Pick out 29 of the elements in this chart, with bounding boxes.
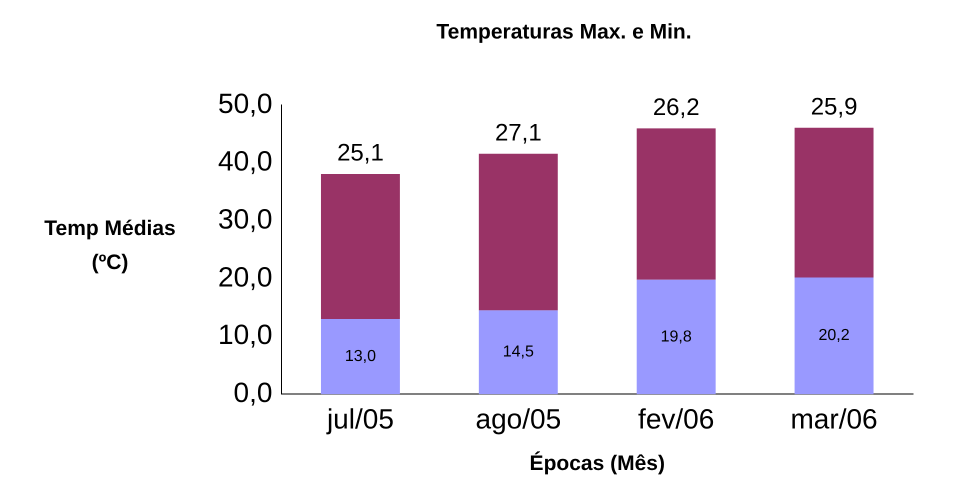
bar <box>794 277 874 394</box>
data-label: 25,1 <box>337 140 384 167</box>
bar <box>320 174 400 320</box>
bar <box>478 310 558 394</box>
bar <box>636 280 716 394</box>
y-axis-title: Temp Médias (ºC) <box>44 217 176 274</box>
y-tick-label: 40,0 <box>218 146 272 177</box>
y-tick-label: 10,0 <box>218 319 272 350</box>
x-tick-label: ago/05 <box>475 404 562 435</box>
y-tick-label: 20,0 <box>218 261 272 292</box>
y-tick-label: 0,0 <box>234 376 272 408</box>
bar <box>636 128 716 280</box>
data-label: 26,2 <box>652 94 700 121</box>
x-tick-label: fev/06 <box>638 404 714 435</box>
bar <box>320 319 400 394</box>
data-label: 19,8 <box>660 328 692 346</box>
y-tick-label: 30,0 <box>218 204 272 235</box>
data-label: 13,0 <box>344 348 376 366</box>
chart-title: Temperaturas Max. e Min. <box>436 20 692 44</box>
data-label: 20,2 <box>818 327 850 344</box>
x-tick-label: jul/05 <box>326 404 394 435</box>
x-tick-label: mar/06 <box>790 404 878 435</box>
data-label: 25,9 <box>810 93 858 120</box>
bar <box>478 154 558 310</box>
data-label: 27,1 <box>494 119 542 146</box>
bar <box>794 128 874 278</box>
data-label: 14,5 <box>502 344 534 361</box>
x-axis-title: Épocas (Mês) <box>530 451 665 476</box>
y-tick-label: 50,0 <box>218 88 272 119</box>
